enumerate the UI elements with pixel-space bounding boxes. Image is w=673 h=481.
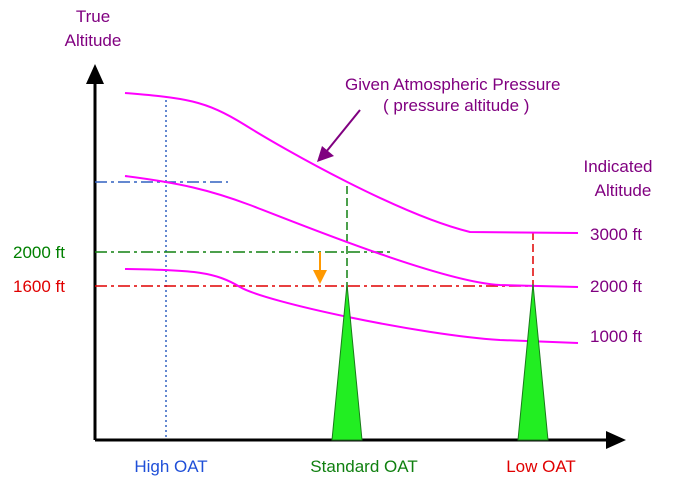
annotation-line2: ( pressure altitude ) — [383, 96, 529, 115]
standard-oat-spike — [331, 283, 363, 441]
y-axis-label-line1: True — [76, 7, 110, 26]
x-axis-arrowhead — [606, 431, 626, 449]
low-oat-label: Low OAT — [506, 457, 576, 476]
y-axis-arrowhead — [86, 64, 104, 84]
indicated-label-line2: Altitude — [595, 181, 652, 200]
curve-3000ft — [124, 92, 579, 234]
altitude-drop-arrow — [313, 252, 327, 284]
curve-2000ft — [124, 175, 579, 288]
marker-1600ft-label: 1600 ft — [13, 277, 65, 296]
marker-2000ft-label: 2000 ft — [13, 243, 65, 262]
annotation-pointer-line — [325, 109, 361, 153]
annotation-pointer — [317, 109, 361, 162]
standard-oat-label: Standard OAT — [310, 457, 417, 476]
curve-1000ft — [124, 268, 579, 344]
pressure-curves — [124, 92, 579, 344]
y-axis-label-line2: Altitude — [65, 31, 122, 50]
indicated-label-line1: Indicated — [584, 157, 653, 176]
indicated-3000ft-label: 3000 ft — [590, 225, 642, 244]
low-oat-spike — [517, 283, 549, 441]
altitude-drop-arrow-head — [313, 270, 327, 284]
indicated-2000ft-label: 2000 ft — [590, 277, 642, 296]
high-oat-label: High OAT — [134, 457, 207, 476]
temperature-spikes — [331, 283, 549, 441]
annotation-line1: Given Atmospheric Pressure — [345, 75, 560, 94]
indicated-1000ft-label: 1000 ft — [590, 327, 642, 346]
annotation-pointer-head — [317, 146, 334, 162]
